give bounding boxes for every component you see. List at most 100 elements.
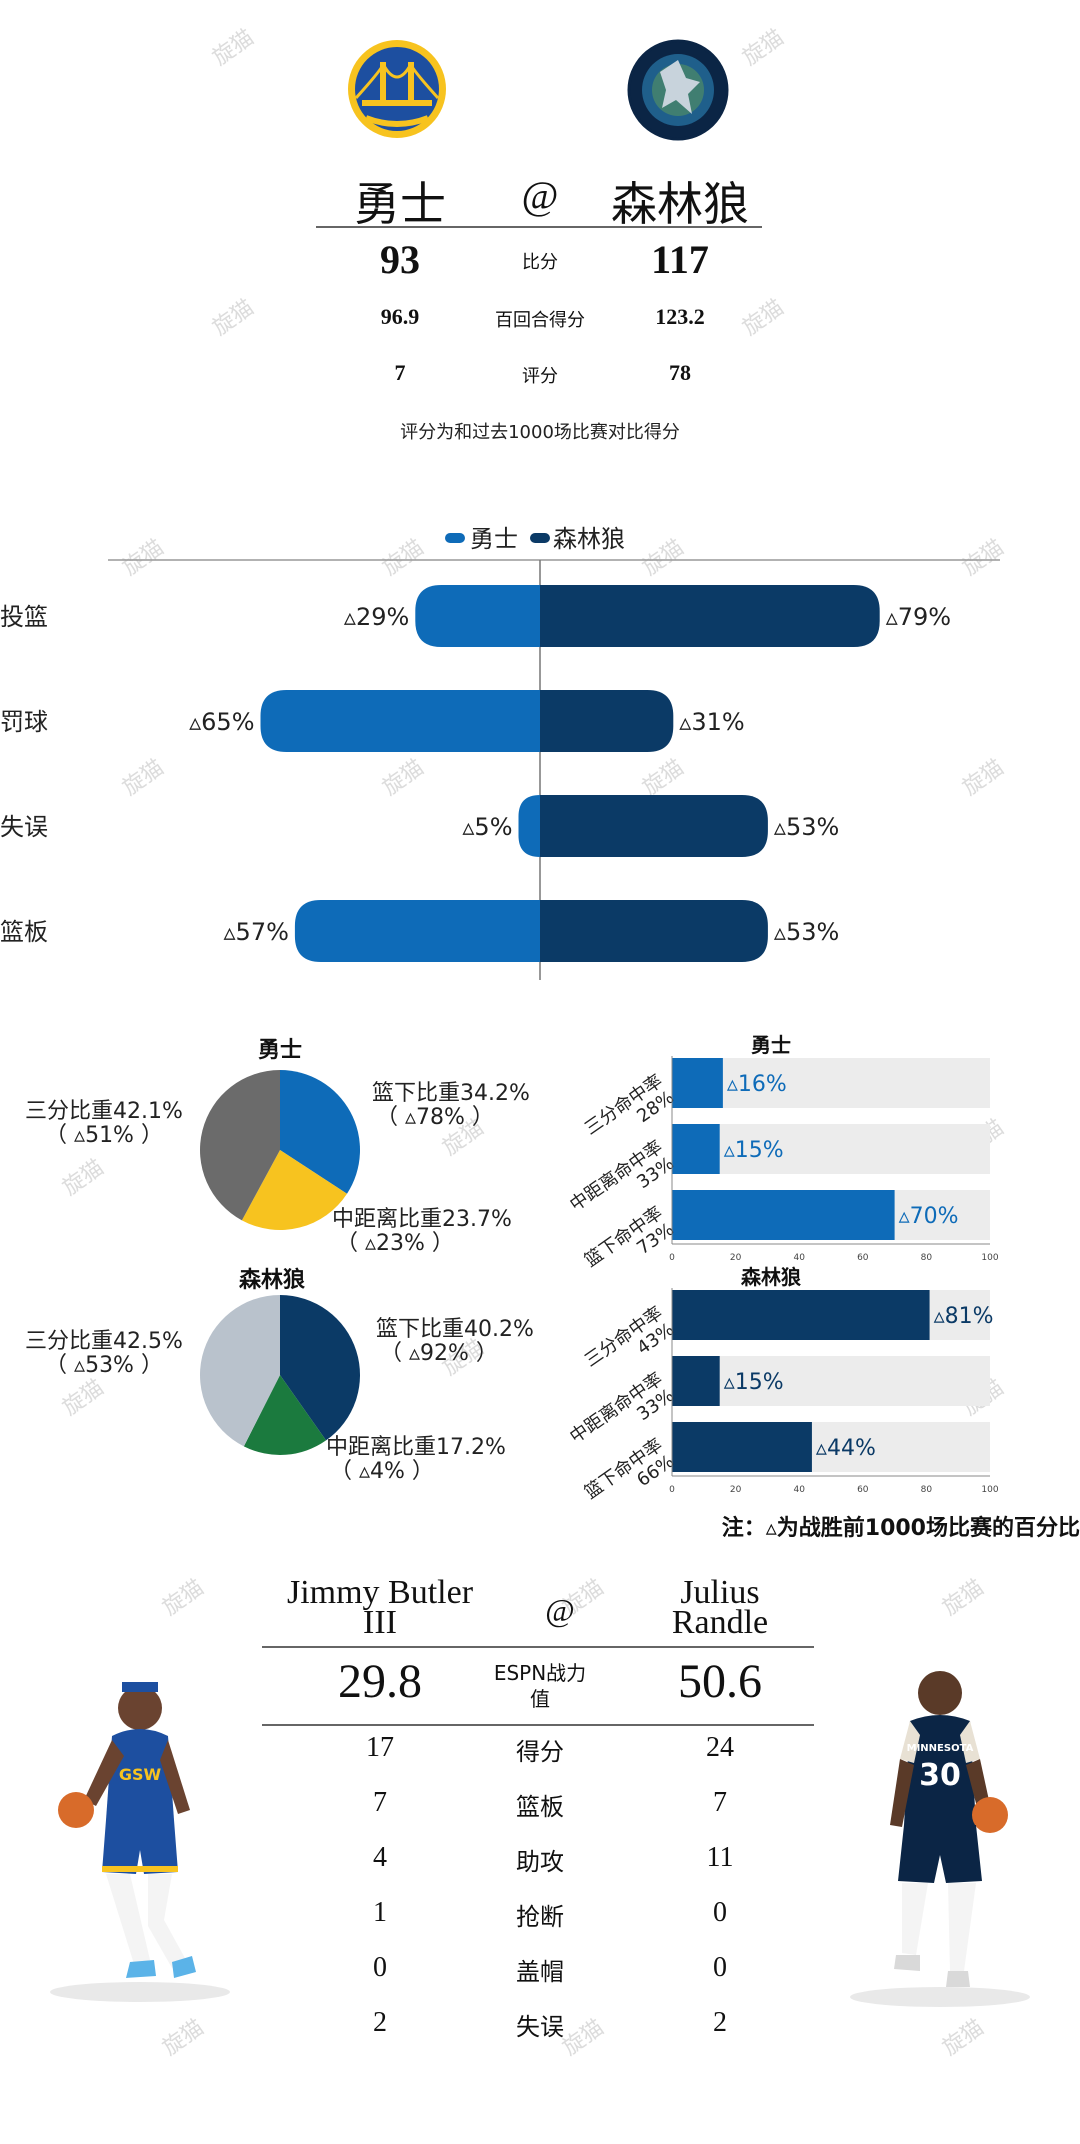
player-divider-bottom xyxy=(262,1724,814,1726)
watermark-text: 旋猫 xyxy=(208,295,259,341)
hbar-track xyxy=(672,1058,990,1108)
hbar-tick-label: 80 xyxy=(921,1253,933,1263)
chart-footnote: 注：▵为战胜前1000场比赛的百分比 xyxy=(721,1516,1080,1541)
hbar-tick-label: 40 xyxy=(793,1253,805,1263)
watermark-text: 旋猫 xyxy=(158,2015,209,2061)
hbar-tick-label: 60 xyxy=(857,1253,869,1263)
pie-slice xyxy=(200,1070,280,1221)
hbar-tick-label: 100 xyxy=(981,1253,998,1263)
header-row-label: 百回合得分 xyxy=(495,310,585,331)
header-row-label: 比分 xyxy=(522,252,558,273)
pie-slice xyxy=(280,1070,360,1194)
wolves-bar xyxy=(540,690,674,752)
julius-randle-image: MINNESOTA 30 xyxy=(850,1671,1030,2007)
diverging-category-label: 篮板 xyxy=(0,918,48,946)
pie2-label-mid: 中距离比重17.2% （ ▵4% ） xyxy=(326,1435,506,1484)
wolves-bar-label: ▵31% xyxy=(679,708,744,736)
pie1-label-three: 三分比重42.1% （ ▵51% ） xyxy=(25,1099,183,1148)
pie-slice xyxy=(200,1295,280,1447)
header-row-label: 评分 xyxy=(522,366,558,387)
legend-label-warriors: 勇士 xyxy=(470,525,518,553)
header-row-away: 117 xyxy=(651,237,709,282)
warriors-pie-title: 勇士 xyxy=(257,1038,302,1063)
away-jersey-number: 30 xyxy=(919,1758,961,1793)
diverging-legend: 勇士 森林狼 xyxy=(445,525,625,553)
warriors-shot-pie xyxy=(200,1070,360,1230)
warriors-fg-bar-chart: 勇士▵16%三分命中率28%▵15%中距离命中率33%▵70%篮下命中率73%0… xyxy=(566,1033,999,1268)
player-row-away: 0 xyxy=(713,1897,727,1928)
hbar-value-label: ▵15% xyxy=(724,1370,784,1395)
diverging-category-label: 投篮 xyxy=(0,603,48,631)
hbar-title: 森林狼 xyxy=(741,1265,802,1289)
pie2-label-three: 三分比重42.5% （ ▵53% ） xyxy=(25,1329,183,1378)
pie-slice xyxy=(241,1150,348,1230)
header-row-home: 96.9 xyxy=(380,304,420,329)
home-team-name: 勇士 xyxy=(354,179,446,230)
warriors-bar-label: ▵57% xyxy=(224,918,289,946)
home-player-name: Jimmy Butler III xyxy=(286,1574,474,1641)
hbar-value-label: ▵70% xyxy=(899,1204,959,1229)
hbar-bar xyxy=(672,1190,895,1240)
warriors-bar xyxy=(294,900,540,962)
wolves-bar-label: ▵79% xyxy=(886,603,951,631)
hbar-tick-label: 0 xyxy=(669,1253,675,1263)
hbar-track xyxy=(672,1124,990,1174)
warriors-bar-label: ▵29% xyxy=(344,603,409,631)
player-row-home: 0 xyxy=(373,1952,387,1983)
player-row-away: 24 xyxy=(706,1732,734,1763)
header-row-away: 78 xyxy=(669,360,691,385)
hbar-tick-label: 100 xyxy=(981,1485,998,1495)
hbar-tick-label: 20 xyxy=(730,1253,742,1263)
player-row-home: 7 xyxy=(373,1787,387,1818)
warriors-bar xyxy=(260,690,540,752)
watermark-text: 旋猫 xyxy=(208,25,259,71)
jimmy-butler-image: GSW xyxy=(50,1682,230,2002)
wolves-bar xyxy=(540,585,880,647)
warriors-bar xyxy=(518,795,540,857)
at-symbol: @ xyxy=(521,173,559,218)
hbar-value-label: ▵15% xyxy=(724,1138,784,1163)
legend-swatch-warriors xyxy=(445,533,465,543)
player-row-home: 1 xyxy=(373,1897,387,1928)
hbar-value-label: ▵16% xyxy=(727,1072,787,1097)
warriors-bar xyxy=(415,585,540,647)
player-row-label: 助攻 xyxy=(516,1848,564,1876)
hbar-tick-label: 60 xyxy=(857,1485,869,1495)
pie-slice xyxy=(280,1295,360,1441)
wolves-pie-title: 森林狼 xyxy=(238,1268,305,1293)
hbar-bar xyxy=(672,1290,930,1340)
warriors-bar-label: ▵5% xyxy=(462,813,512,841)
hbar-title: 勇士 xyxy=(751,1033,791,1057)
pie-slice xyxy=(243,1375,327,1455)
watermark-text: 旋猫 xyxy=(58,1155,109,1201)
away-jersey-team-text: MINNESOTA xyxy=(907,1743,974,1754)
player-at-symbol: @ xyxy=(545,1592,575,1628)
hbar-bar xyxy=(672,1124,720,1174)
watermark-text: 旋猫 xyxy=(938,2015,989,2061)
hbar-bar xyxy=(672,1422,812,1472)
rating-note: 评分为和过去1000场比赛对比得分 xyxy=(400,422,680,443)
player-row-label: 失误 xyxy=(516,2013,564,2041)
warriors-logo-icon xyxy=(348,40,446,138)
player-row-away: 2 xyxy=(713,2007,727,2038)
header-row-away: 123.2 xyxy=(655,304,705,329)
home-jersey-text: GSW xyxy=(119,1765,162,1784)
player-row-home: 17 xyxy=(366,1732,394,1763)
wolves-bar xyxy=(540,900,768,962)
player-row-label: 盖帽 xyxy=(516,1958,564,1986)
wolves-shot-pie xyxy=(200,1295,360,1455)
hbar-value-label: ▵81% xyxy=(934,1304,994,1329)
watermark-text: 旋猫 xyxy=(158,1575,209,1621)
hbar-bar xyxy=(672,1058,723,1108)
hbar-tick-label: 0 xyxy=(669,1485,675,1495)
player-row-home: 4 xyxy=(373,1842,387,1873)
away-espn-rating: 50.6 xyxy=(678,1655,762,1708)
player-row-away: 0 xyxy=(713,1952,727,1983)
hbar-tick-label: 40 xyxy=(793,1485,805,1495)
player-row-label: 篮板 xyxy=(516,1793,564,1821)
away-team-name: 森林狼 xyxy=(611,179,749,230)
header-row-home: 93 xyxy=(380,237,420,282)
